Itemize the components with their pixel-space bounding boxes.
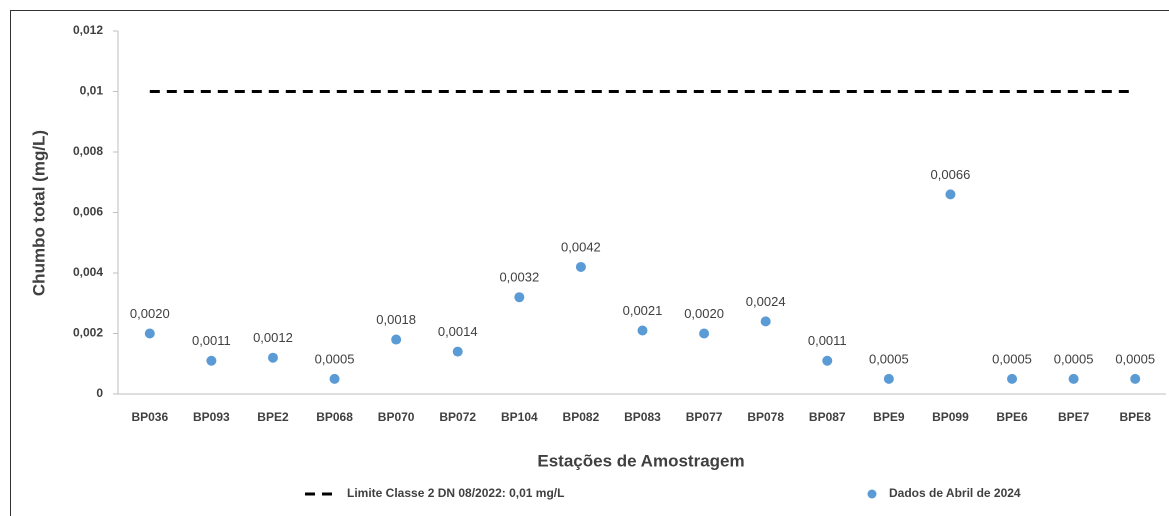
data-label: 0,0005	[992, 351, 1032, 366]
data-label: 0,0020	[130, 306, 170, 321]
data-point	[1068, 373, 1079, 384]
data-point	[1130, 373, 1141, 384]
legend-label: Limite Classe 2 DN 08/2022: 0,01 mg/L	[347, 486, 564, 500]
x-tick-label: BPE7	[1058, 410, 1090, 424]
y-axis-title: Chumbo total (mg/L)	[29, 130, 48, 296]
y-tick-label: 0,006	[73, 205, 103, 219]
x-tick-label: BPE8	[1120, 410, 1152, 424]
data-label: 0,0018	[376, 312, 416, 327]
x-tick-label: BPE9	[873, 410, 905, 424]
data-label: 0,0032	[499, 270, 539, 285]
legend-label: Dados de Abril de 2024	[889, 486, 1021, 500]
data-point	[699, 328, 710, 339]
y-tick-label: 0,012	[73, 23, 103, 37]
data-point	[575, 261, 586, 272]
x-tick-label: BP070	[378, 410, 415, 424]
x-tick-label: BP078	[747, 410, 784, 424]
data-point	[637, 325, 648, 336]
x-tick-label: BP072	[439, 410, 476, 424]
data-point	[1007, 373, 1018, 384]
data-label: 0,0005	[315, 351, 355, 366]
data-point	[760, 316, 771, 327]
data-label: 0,0066	[931, 167, 971, 182]
data-point	[144, 328, 155, 339]
data-point	[329, 373, 340, 384]
data-label: 0,0024	[746, 294, 786, 309]
x-tick-label: BP036	[131, 410, 168, 424]
data-label: 0,0012	[253, 330, 293, 345]
x-tick-label: BPE2	[257, 410, 289, 424]
legend-swatch	[867, 489, 877, 499]
x-tick-label: BP099	[932, 410, 969, 424]
x-tick-label: BP104	[501, 410, 538, 424]
data-point	[206, 355, 217, 366]
data-label: 0,0011	[808, 333, 847, 348]
data-point	[883, 373, 894, 384]
data-label: 0,0021	[623, 303, 663, 318]
x-tick-label: BPE6	[996, 410, 1028, 424]
x-tick-label: BP087	[809, 410, 846, 424]
data-point	[267, 352, 278, 363]
data-label: 0,0005	[1054, 351, 1094, 366]
data-point	[391, 334, 402, 345]
data-label: 0,0011	[192, 333, 231, 348]
data-label: 0,0005	[869, 351, 909, 366]
data-label: 0,0005	[1115, 351, 1155, 366]
x-axis-title: Estações de Amostragem	[537, 451, 744, 470]
x-tick-label: BP077	[686, 410, 723, 424]
data-label: 0,0014	[438, 324, 478, 339]
y-tick-label: 0,004	[73, 265, 103, 279]
chart-frame	[10, 10, 1169, 516]
x-tick-label: BP093	[193, 410, 230, 424]
x-tick-label: BP082	[563, 410, 600, 424]
data-label: 0,0042	[561, 239, 601, 254]
y-tick-label: 0,008	[73, 144, 103, 158]
y-tick-label: 0	[96, 386, 103, 400]
data-label: 0,0020	[684, 306, 724, 321]
y-tick-label: 0,002	[73, 326, 103, 340]
data-point	[945, 189, 956, 200]
data-point	[514, 292, 525, 303]
x-tick-label: BP083	[624, 410, 661, 424]
x-tick-label: BP068	[316, 410, 353, 424]
data-point	[452, 346, 463, 357]
y-tick-label: 0,01	[80, 84, 104, 98]
data-point	[822, 355, 833, 366]
